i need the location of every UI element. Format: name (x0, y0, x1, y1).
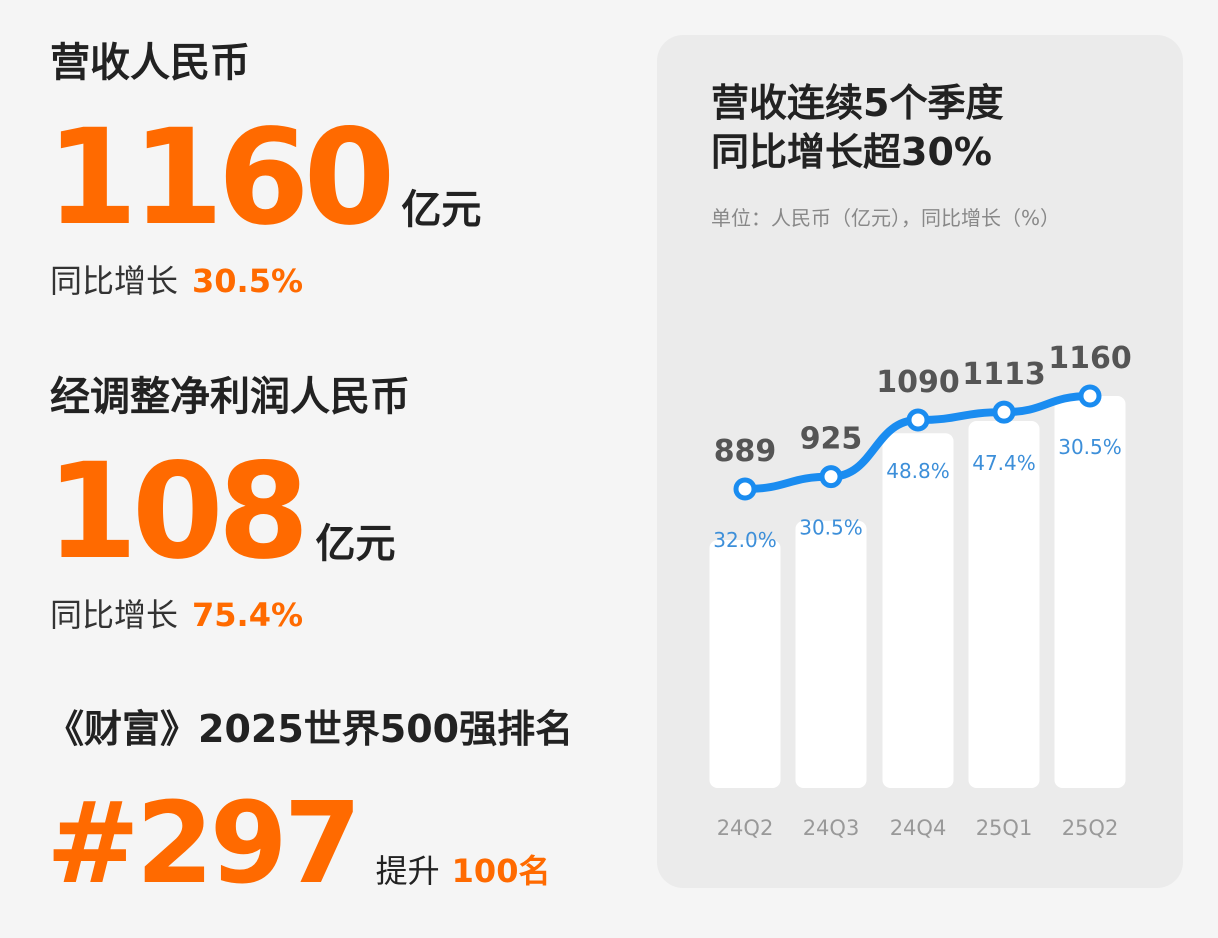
chart-title-line1: 营收连续5个季度 (711, 81, 1004, 125)
chart-title: 营收连续5个季度 同比增长超30% (711, 79, 1003, 178)
fortune-rank-row: #297 提升 100名 (46, 788, 550, 900)
bar-24Q4 (882, 433, 954, 788)
fortune-up-label: 提升 (375, 852, 440, 890)
value-label-24Q3: 925 (800, 422, 863, 457)
profit-growth-row: 同比增长 75.4% (50, 590, 303, 636)
line-point-25Q1 (992, 400, 1016, 424)
value-label-25Q2: 1160 (1048, 341, 1132, 376)
value-label-24Q4: 1090 (876, 365, 960, 400)
revenue-growth-row: 同比增长 30.5% (50, 256, 303, 302)
profit-growth-value: 75.4% (192, 596, 304, 634)
bar-25Q1 (968, 420, 1040, 788)
line-point-24Q3 (819, 465, 843, 489)
value-label-24Q2: 889 (714, 434, 777, 469)
fortune-label: 《财富》2025世界500强排名 (46, 707, 574, 751)
profit-value: 108 (46, 435, 310, 589)
growth-label-24Q3: 30.5% (799, 516, 863, 540)
growth-label-24Q4: 48.8% (886, 459, 950, 483)
bar-25Q2 (1054, 396, 1126, 788)
line-point-25Q2 (1078, 384, 1102, 408)
growth-label-24Q2: 32.0% (713, 528, 777, 552)
category-label-24Q3: 24Q3 (803, 816, 860, 840)
value-label-25Q1: 1113 (962, 357, 1046, 392)
bar-24Q3 (795, 520, 867, 788)
category-label-25Q1: 25Q1 (976, 816, 1033, 840)
revenue-value: 1160 (46, 101, 395, 255)
revenue-label: 营收人民币 (50, 40, 250, 86)
revenue-growth-label: 同比增长 (50, 262, 179, 300)
growth-label-25Q1: 47.4% (972, 451, 1036, 475)
growth-label-25Q2: 30.5% (1058, 435, 1122, 459)
chart-title-line2: 同比增长超30% (711, 130, 992, 175)
fortune-up-value: 100名 (451, 852, 551, 890)
revenue-growth-value: 30.5% (192, 262, 304, 300)
profit-label: 经调整净利润人民币 (50, 374, 410, 420)
profit-growth-label: 同比增长 (50, 596, 179, 634)
chart-subtitle: 单位：人民币（亿元），同比增长（%） (711, 206, 1061, 230)
category-label-24Q4: 24Q4 (890, 816, 947, 840)
profit-unit: 亿元 (315, 521, 396, 567)
category-label-25Q2: 25Q2 (1062, 816, 1119, 840)
fortune-rank: #297 (46, 779, 362, 909)
revenue-unit: 亿元 (401, 187, 482, 233)
left-panel: 营收人民币 1160 亿元 同比增长 30.5% 经调整净利润人民币 108 亿元 同… (46, 40, 574, 900)
revenue-value-row: 1160 亿元 (46, 112, 481, 244)
profit-value-row: 108 亿元 (46, 446, 396, 578)
bar-24Q2 (709, 540, 781, 788)
line-point-24Q4 (906, 408, 930, 432)
category-label-24Q2: 24Q2 (717, 816, 774, 840)
line-point-24Q2 (733, 477, 757, 501)
